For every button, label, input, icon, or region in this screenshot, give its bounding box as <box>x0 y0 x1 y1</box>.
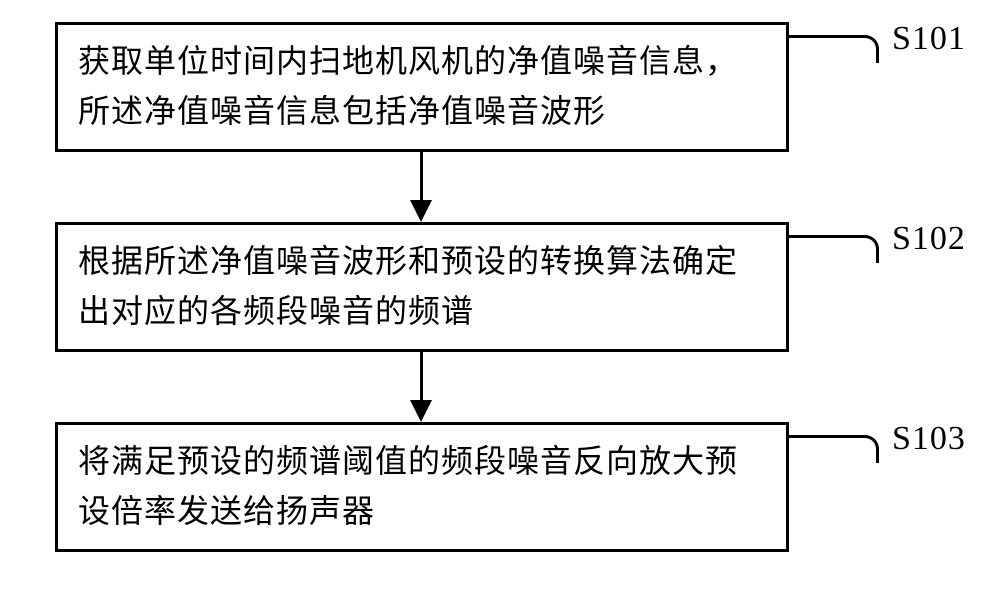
step-label-1: S101 <box>892 20 966 58</box>
step-text-1: 获取单位时间内扫地机风机的净值噪音信息，所述净值噪音信息包括净值噪音波形 <box>78 37 766 136</box>
arrow-1-head <box>410 200 432 222</box>
step-label-3: S103 <box>892 420 966 458</box>
step-box-1: 获取单位时间内扫地机风机的净值噪音信息，所述净值噪音信息包括净值噪音波形 <box>55 22 789 152</box>
step-text-2: 根据所述净值噪音波形和预设的转换算法确定出对应的各频段噪音的频谱 <box>78 237 766 336</box>
step-label-2: S102 <box>892 220 966 258</box>
connector-1 <box>789 35 879 63</box>
step-text-3: 将满足预设的频谱阈值的频段噪音反向放大预设倍率发送给扬声器 <box>78 437 766 536</box>
arrow-2-head <box>410 400 432 422</box>
step-box-2: 根据所述净值噪音波形和预设的转换算法确定出对应的各频段噪音的频谱 <box>55 222 789 352</box>
step-box-3: 将满足预设的频谱阈值的频段噪音反向放大预设倍率发送给扬声器 <box>55 422 789 552</box>
connector-3 <box>789 435 879 463</box>
arrow-1-line <box>420 152 423 202</box>
connector-2 <box>789 235 879 263</box>
arrow-2-line <box>420 352 423 402</box>
flowchart-diagram: 获取单位时间内扫地机风机的净值噪音信息，所述净值噪音信息包括净值噪音波形 S10… <box>0 0 1000 603</box>
